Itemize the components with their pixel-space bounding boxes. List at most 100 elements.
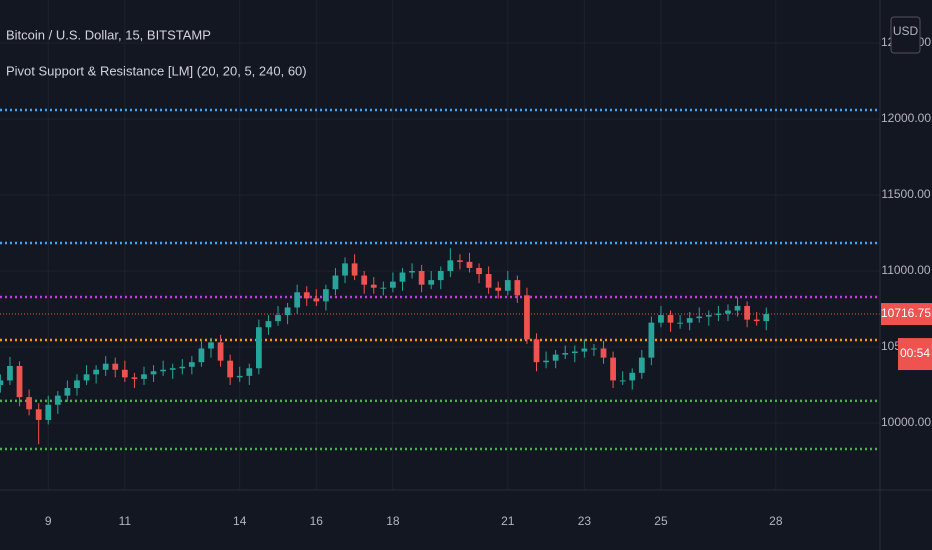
candle-body bbox=[705, 315, 712, 317]
candle-body bbox=[169, 368, 176, 370]
candle-body bbox=[571, 351, 578, 354]
candle-body bbox=[102, 363, 109, 370]
candle-body bbox=[141, 374, 147, 379]
x-tick-label: 23 bbox=[578, 514, 592, 528]
x-tick-label: 14 bbox=[233, 514, 247, 528]
candle-body bbox=[45, 404, 52, 420]
candle-body bbox=[370, 284, 377, 288]
x-tick-label: 9 bbox=[45, 514, 52, 528]
candle-body bbox=[485, 274, 492, 288]
y-tick-label: 11500.00 bbox=[881, 187, 930, 201]
candle-body bbox=[227, 360, 234, 378]
last-price-label: 10716.75 bbox=[881, 306, 931, 320]
candle-body bbox=[629, 372, 636, 381]
x-tick-label: 28 bbox=[769, 514, 783, 528]
countdown-box bbox=[898, 338, 932, 371]
candle-body bbox=[734, 305, 741, 311]
currency-button-box[interactable] bbox=[890, 16, 921, 54]
candle-body bbox=[552, 354, 559, 361]
candle-body bbox=[160, 369, 167, 372]
levels bbox=[0, 108, 880, 451]
candle-body bbox=[744, 305, 750, 320]
candle-body bbox=[466, 261, 473, 268]
candle-body bbox=[83, 374, 90, 381]
grid bbox=[0, 0, 880, 490]
y-tick-label: 11000.00 bbox=[881, 263, 930, 277]
currency-button[interactable]: USD bbox=[890, 16, 921, 54]
candle-body bbox=[763, 314, 770, 322]
candle-body bbox=[581, 348, 588, 352]
candle-body bbox=[361, 275, 368, 285]
candle-body bbox=[648, 322, 655, 358]
candle-body bbox=[399, 272, 406, 282]
candle-body bbox=[0, 380, 4, 385]
candles bbox=[0, 248, 770, 445]
candle-body bbox=[255, 327, 262, 369]
candle-body bbox=[447, 260, 454, 271]
candle-body bbox=[753, 319, 760, 322]
candle-body bbox=[121, 369, 128, 378]
candle-body bbox=[332, 275, 339, 290]
candle-body bbox=[533, 339, 540, 363]
candle-body bbox=[418, 270, 425, 285]
candle-body bbox=[390, 281, 396, 288]
candle-body bbox=[514, 280, 521, 296]
x-tick-label: 18 bbox=[386, 514, 400, 528]
candle-body bbox=[696, 316, 703, 319]
chart-title: Bitcoin / U.S. Dollar, 15, BITSTAMP bbox=[6, 27, 211, 42]
x-tick-label: 21 bbox=[501, 514, 515, 528]
candle-body bbox=[217, 342, 224, 361]
candle-body bbox=[638, 357, 645, 373]
x-tick-label: 25 bbox=[654, 514, 668, 528]
candle-body bbox=[236, 375, 243, 378]
candle-body bbox=[591, 348, 597, 350]
candle-body bbox=[26, 397, 32, 410]
candle-body bbox=[543, 360, 549, 363]
candle-body bbox=[64, 388, 71, 396]
candle-body bbox=[179, 366, 186, 369]
candle-body bbox=[476, 267, 482, 275]
candle-body bbox=[380, 287, 387, 289]
candle-body bbox=[619, 380, 626, 382]
candle-body bbox=[112, 363, 119, 370]
candle-body bbox=[313, 298, 320, 302]
candle-body bbox=[562, 353, 569, 355]
x-tick-label: 16 bbox=[310, 514, 324, 528]
x-tick-label: 11 bbox=[119, 514, 132, 528]
candle-body bbox=[7, 365, 13, 381]
candle-body bbox=[437, 270, 444, 281]
candle-body bbox=[428, 280, 435, 285]
candle-body bbox=[198, 348, 205, 363]
candle-body bbox=[188, 362, 195, 367]
y-tick-label: 12000.00 bbox=[881, 111, 931, 125]
candle-body bbox=[715, 313, 722, 316]
candle-body bbox=[495, 287, 502, 291]
candle-body bbox=[275, 315, 281, 322]
countdown-label: 00:54 bbox=[900, 346, 930, 360]
candle-body bbox=[342, 263, 348, 276]
candle-body bbox=[323, 289, 329, 302]
candle-body bbox=[610, 357, 616, 381]
candle-body bbox=[54, 395, 61, 405]
candle-body bbox=[667, 315, 674, 323]
candle-body bbox=[504, 280, 511, 291]
candle-body bbox=[265, 321, 272, 328]
candle-body bbox=[16, 365, 23, 398]
indicator-title: Pivot Support & Resistance [LM] (20, 20,… bbox=[6, 63, 307, 78]
candle-body bbox=[93, 369, 99, 375]
candle-body bbox=[658, 315, 664, 323]
y-tick-label: 10000.00 bbox=[881, 415, 931, 429]
candle-body bbox=[351, 263, 358, 276]
candle-body bbox=[74, 380, 80, 389]
last-price-box bbox=[881, 303, 932, 326]
candle-body bbox=[131, 377, 138, 379]
candle-body bbox=[524, 295, 530, 340]
candle-body bbox=[246, 368, 253, 376]
candle-body bbox=[409, 270, 415, 273]
candle-body bbox=[284, 307, 291, 316]
currency-label[interactable]: USD bbox=[893, 24, 919, 38]
candle-body bbox=[686, 318, 693, 323]
